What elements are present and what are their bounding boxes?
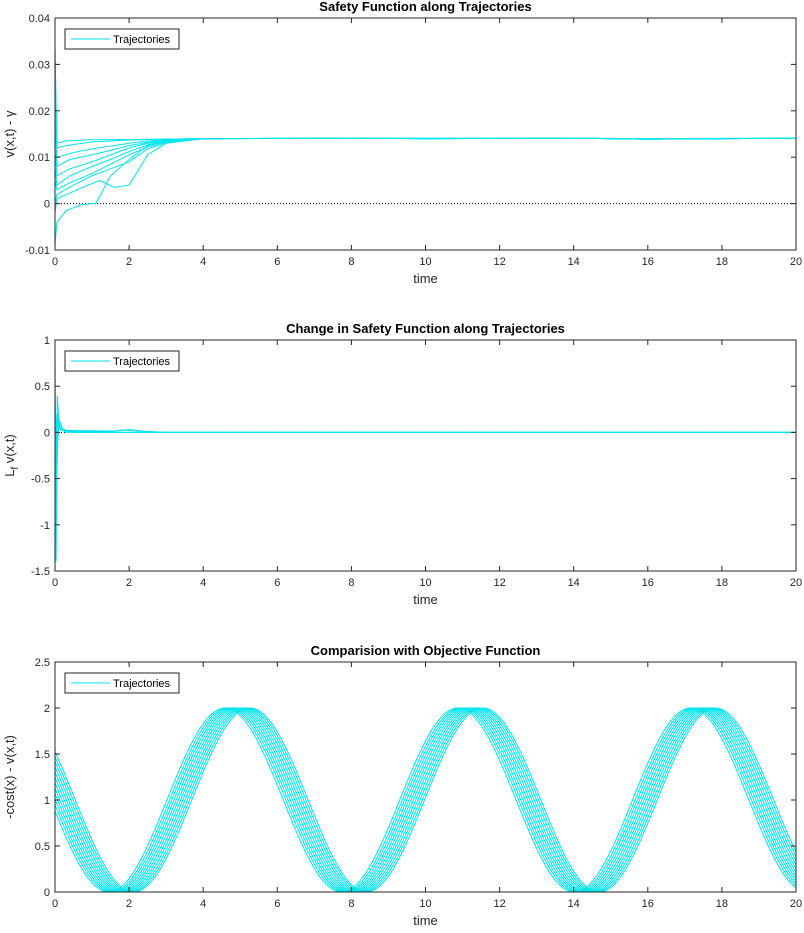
y-tick-label: -1 bbox=[40, 520, 50, 532]
subplot-1: 0 2 4 6 8 10 12 14 16 18 20-0.0100.010.020.030.04S… bbox=[2, 0, 802, 286]
legend-box bbox=[64, 28, 180, 50]
x-axis-label: time bbox=[413, 592, 438, 607]
x-tick-label: 6 bbox=[274, 256, 280, 268]
trajectory-line bbox=[55, 707, 796, 892]
trajectory-line bbox=[55, 707, 796, 892]
legend: Trajectories bbox=[64, 28, 180, 50]
x-tick-label: 6 bbox=[274, 577, 280, 589]
x-tick-label: 14 bbox=[568, 898, 580, 910]
x-tick-label: 10 bbox=[419, 898, 431, 910]
x-tick-label: 20 bbox=[790, 898, 802, 910]
x-tick-label: 20 bbox=[790, 256, 802, 268]
legend: Trajectories bbox=[64, 350, 180, 372]
trajectory-line bbox=[55, 707, 796, 892]
y-axis-label: -cost(x) - v(x,t) bbox=[2, 735, 17, 819]
x-tick-label: 2 bbox=[126, 256, 132, 268]
y-tick-label: 0 bbox=[44, 427, 50, 439]
legend-box bbox=[64, 350, 180, 372]
x-tick-label: 4 bbox=[200, 256, 206, 268]
trajectory-line bbox=[55, 129, 796, 158]
x-tick-label: 0 bbox=[52, 256, 58, 268]
x-tick-label: 8 bbox=[348, 256, 354, 268]
x-tick-label: 0 bbox=[52, 577, 58, 589]
trajectory-lines bbox=[55, 707, 796, 892]
y-tick-label: -0.01 bbox=[25, 245, 50, 257]
trajectory-line bbox=[55, 707, 796, 892]
y-tick-label: 2 bbox=[44, 703, 50, 715]
x-tick-label: 8 bbox=[348, 577, 354, 589]
y-tick-label: 0.5 bbox=[35, 841, 50, 853]
plot-area bbox=[55, 340, 796, 571]
subplot-3: 0 2 4 6 8 10 12 14 16 18 20 0 0.5 1 1.5 2 2.5 Comparision… bbox=[2, 643, 802, 928]
y-tick-label: 0.01 bbox=[29, 152, 50, 164]
trajectory-line bbox=[55, 707, 796, 892]
trajectory-line bbox=[55, 707, 796, 892]
x-tick-label: 18 bbox=[716, 898, 728, 910]
x-tick-label: 6 bbox=[274, 898, 280, 910]
trajectory-line bbox=[55, 707, 796, 892]
x-tick-label: 18 bbox=[716, 577, 728, 589]
chart-title: Change in Safety Function along Trajecto… bbox=[286, 321, 565, 336]
y-tick-label: 1.5 bbox=[35, 749, 50, 761]
y-tick-label: 1 bbox=[44, 335, 50, 347]
trajectory-line bbox=[55, 707, 796, 892]
x-tick-label: 12 bbox=[493, 898, 505, 910]
y-tick-label: 0 bbox=[44, 199, 50, 211]
plot-area bbox=[55, 18, 796, 250]
x-tick-label: 10 bbox=[419, 256, 431, 268]
x-tick-label: 2 bbox=[126, 898, 132, 910]
chart-title: Safety Function along Trajectories bbox=[319, 0, 531, 14]
x-axis-label: time bbox=[413, 271, 438, 286]
x-tick-label: 0 bbox=[52, 898, 58, 910]
y-tick-label: 0 bbox=[44, 887, 50, 899]
trajectory-line bbox=[55, 707, 796, 892]
trajectory-line bbox=[55, 707, 796, 892]
y-tick-label: 0.5 bbox=[35, 381, 50, 393]
x-tick-label: 4 bbox=[200, 898, 206, 910]
trajectory-line bbox=[55, 707, 796, 892]
x-tick-label: 20 bbox=[790, 577, 802, 589]
x-tick-label: 16 bbox=[642, 256, 654, 268]
chart-title: Comparision with Objective Function bbox=[311, 643, 541, 658]
legend-box bbox=[64, 672, 180, 694]
trajectory-line bbox=[55, 707, 796, 892]
legend: Trajectories bbox=[64, 672, 180, 694]
trajectory-line bbox=[55, 413, 796, 461]
x-tick-label: 16 bbox=[642, 577, 654, 589]
y-axis-label: v(x,t) - γ bbox=[2, 110, 17, 157]
x-tick-label: 14 bbox=[568, 256, 580, 268]
y-tick-label: 0.04 bbox=[29, 13, 50, 25]
x-tick-label: 4 bbox=[200, 577, 206, 589]
x-axis-label: time bbox=[413, 913, 438, 928]
y-tick-label: -0.5 bbox=[31, 474, 50, 486]
x-tick-label: 18 bbox=[716, 256, 728, 268]
legend-label: Trajectories bbox=[113, 678, 171, 690]
x-tick-label: 14 bbox=[568, 577, 580, 589]
y-tick-label: 0.02 bbox=[29, 106, 50, 118]
trajectory-lines bbox=[55, 45, 796, 246]
y-tick-label: 1 bbox=[44, 795, 50, 807]
x-tick-label: 10 bbox=[419, 577, 431, 589]
x-tick-label: 12 bbox=[493, 577, 505, 589]
x-tick-label: 2 bbox=[126, 577, 132, 589]
y-axis-label: Lf v(x,t) bbox=[2, 434, 21, 477]
x-tick-label: 8 bbox=[348, 898, 354, 910]
legend-label: Trajectories bbox=[113, 356, 171, 368]
x-tick-label: 16 bbox=[642, 898, 654, 910]
x-tick-label: 12 bbox=[493, 256, 505, 268]
y-tick-label: 0.03 bbox=[29, 59, 50, 71]
y-tick-label: 2.5 bbox=[35, 657, 50, 669]
y-tick-label: -1.5 bbox=[31, 566, 50, 578]
legend-label: Trajectories bbox=[113, 34, 171, 46]
subplot-2: 0 2 4 6 8 10 12 14 16 18 20 -1.5 -1 -0.5 0 0.5 1 Change i… bbox=[2, 321, 802, 607]
